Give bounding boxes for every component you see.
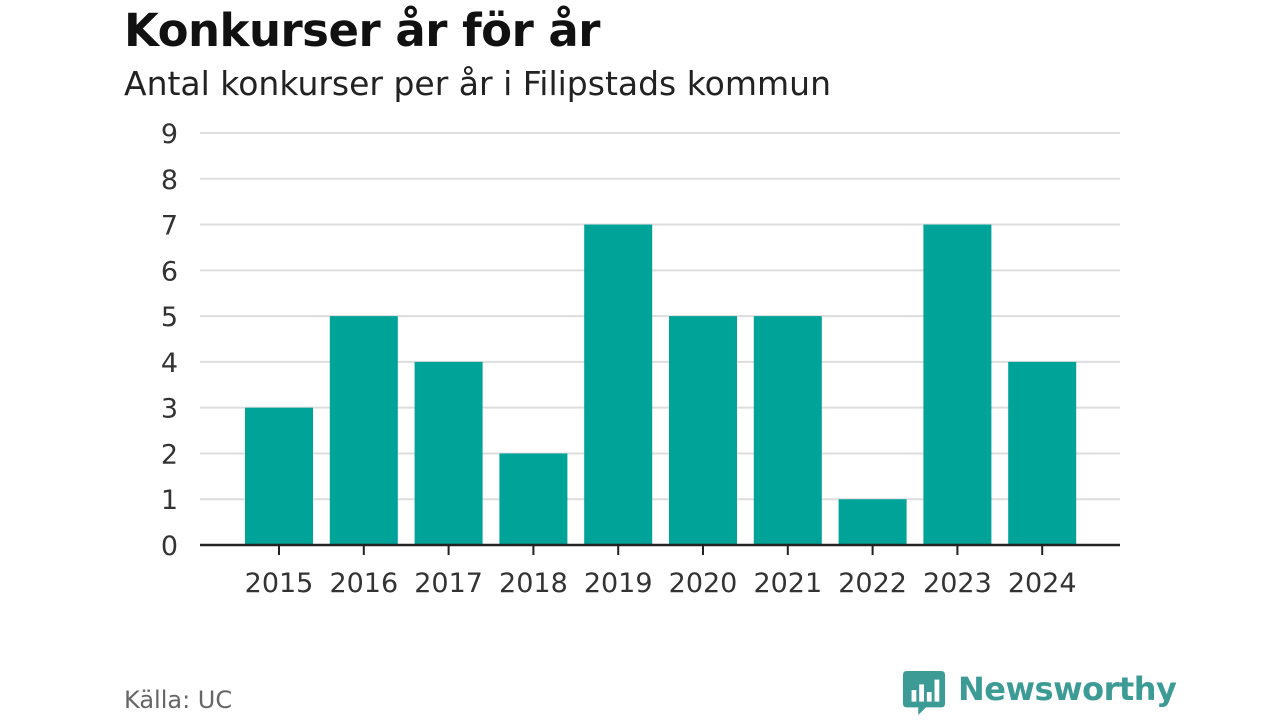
y-tick-label: 1	[161, 485, 178, 516]
chart-title: Konkurser år för år	[124, 4, 601, 57]
y-tick-label: 8	[161, 165, 178, 196]
x-tick-label: 2018	[499, 568, 568, 599]
bar-2015	[245, 407, 313, 545]
y-tick-label: 0	[161, 531, 178, 562]
bar-2022	[838, 499, 907, 545]
y-tick-label: 9	[161, 119, 178, 150]
x-tick-label: 2019	[584, 568, 653, 599]
x-tick-label: 2021	[753, 568, 822, 599]
bar-2023	[923, 224, 992, 546]
chart-subtitle: Antal konkurser per år i Filipstads komm…	[124, 64, 831, 103]
bar-chart-speech-bubble-icon	[902, 671, 946, 715]
y-tick-label: 7	[161, 211, 178, 242]
bar-2019	[584, 224, 653, 546]
x-tick-label: 2020	[669, 568, 738, 599]
source-note: Källa: UC	[124, 686, 233, 714]
x-tick-label: 2022	[838, 568, 907, 599]
x-tick-label: 2015	[245, 568, 314, 599]
bar-2017	[414, 361, 483, 545]
y-tick-label: 2	[161, 439, 178, 470]
bar-2016	[329, 316, 398, 545]
x-tick-label: 2024	[1008, 568, 1077, 599]
bar-2018	[499, 453, 568, 545]
x-tick-label: 2023	[923, 568, 992, 599]
y-axis-ticks: 0 1 2 3 4 5 6 7 8 9	[161, 119, 178, 562]
bar-2021	[753, 316, 822, 545]
y-tick-label: 5	[161, 302, 178, 333]
x-axis-ticks: 2015 2016 2017 2018 2019 2020 2021 2022 2023 2024	[245, 545, 1077, 599]
y-tick-label: 4	[161, 348, 178, 379]
bar-2024	[1008, 361, 1077, 545]
x-tick-label: 2016	[329, 568, 398, 599]
brand-name: Newsworthy	[958, 670, 1177, 708]
y-tick-label: 6	[161, 256, 178, 287]
bar-2020	[669, 316, 737, 545]
y-tick-label: 3	[161, 394, 178, 425]
bars	[245, 224, 1077, 546]
x-tick-label: 2017	[414, 568, 483, 599]
